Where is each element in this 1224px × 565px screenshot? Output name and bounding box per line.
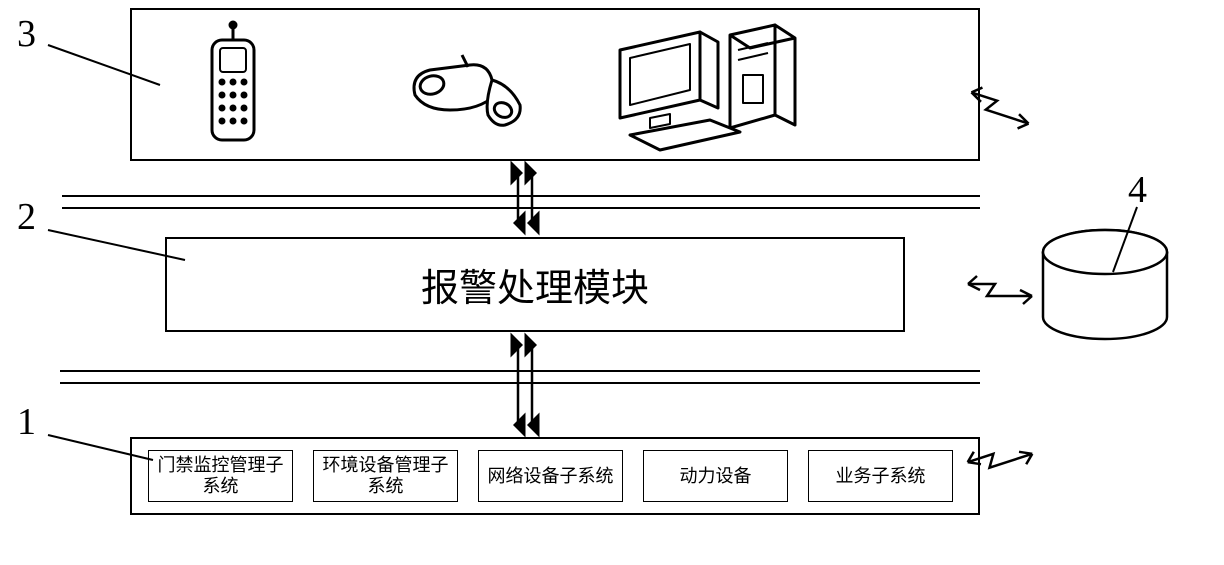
mobile-phone-icon [198,22,268,152]
subsystem-box: 网络设备子系统 [478,450,623,502]
diagram-canvas: 3 报警处理模块 2 门禁监控管理子系统环境设备管理子系统网络设备子系统动力设备业务子… [0,0,1224,565]
subsystem-box: 环境设备管理子系统 [313,450,458,502]
subsystem-box: 业务子系统 [808,450,953,502]
label-3: 3 [17,12,36,56]
flip-phone-icon [400,55,540,145]
subsystem-box: 动力设备 [643,450,788,502]
processor-label: 报警处理模块 [165,237,905,332]
wireless-bolt-icon [965,88,1035,128]
wireless-bolt-icon [965,270,1035,310]
label-2: 2 [17,195,36,239]
computer-icon [610,20,800,160]
label-1: 1 [17,400,36,444]
wireless-bolt-icon [965,438,1035,478]
subsystem-box: 门禁监控管理子系统 [148,450,293,502]
